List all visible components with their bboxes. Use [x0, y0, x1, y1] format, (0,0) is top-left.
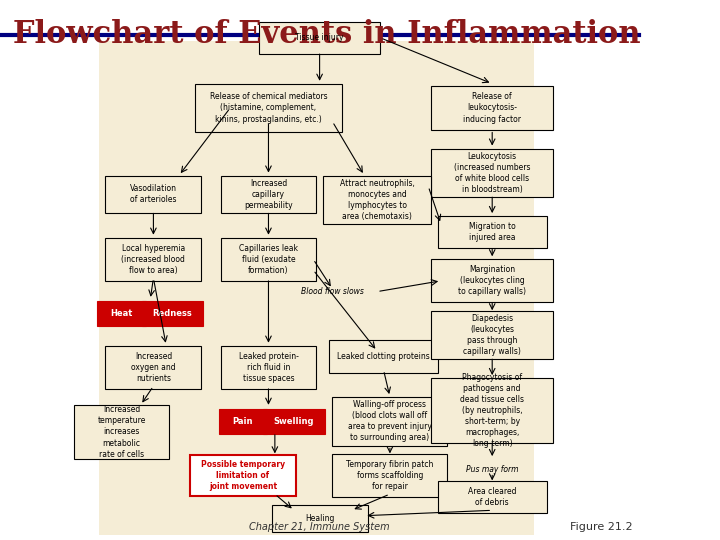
Text: Redness: Redness — [153, 309, 192, 318]
FancyBboxPatch shape — [105, 346, 202, 389]
FancyBboxPatch shape — [438, 216, 546, 248]
Text: Pain: Pain — [233, 417, 253, 426]
FancyBboxPatch shape — [431, 86, 553, 130]
FancyBboxPatch shape — [431, 259, 553, 302]
FancyBboxPatch shape — [431, 148, 553, 197]
Text: Healing: Healing — [305, 514, 334, 523]
FancyBboxPatch shape — [438, 481, 546, 513]
Text: Heat: Heat — [110, 309, 132, 318]
FancyBboxPatch shape — [219, 409, 267, 434]
FancyBboxPatch shape — [105, 238, 202, 281]
FancyBboxPatch shape — [271, 505, 367, 532]
FancyBboxPatch shape — [73, 405, 169, 459]
Text: Chapter 21, Immune System: Chapter 21, Immune System — [249, 522, 390, 532]
Text: Release of chemical mediators
(histamine, complement,
kinins, prostaglandins, et: Release of chemical mediators (histamine… — [210, 92, 328, 124]
FancyBboxPatch shape — [333, 397, 447, 445]
Text: Leaked clotting proteins: Leaked clotting proteins — [337, 352, 430, 361]
Text: Leukocytosis
(increased numbers
of white blood cells
in bloodstream): Leukocytosis (increased numbers of white… — [454, 152, 531, 194]
Text: Phagocytosis of
pathogens and
dead tissue cells
(by neutrophils,
short-term; by
: Phagocytosis of pathogens and dead tissu… — [460, 373, 524, 448]
FancyBboxPatch shape — [220, 346, 316, 389]
Text: Blood flow slows: Blood flow slows — [301, 287, 364, 296]
Text: Figure 21.2: Figure 21.2 — [570, 522, 633, 532]
Text: Margination
(leukocytes cling
to capillary walls): Margination (leukocytes cling to capilla… — [458, 265, 526, 296]
Text: Pus may form: Pus may form — [466, 465, 518, 474]
Text: Increased
capillary
permeability: Increased capillary permeability — [244, 179, 293, 210]
FancyBboxPatch shape — [431, 310, 553, 359]
Text: Flowchart of Events in Inflammation: Flowchart of Events in Inflammation — [13, 19, 640, 50]
Text: Temporary fibrin patch
forms scaffolding
for repair: Temporary fibrin patch forms scaffolding… — [346, 460, 433, 491]
Text: Area cleared
of debris: Area cleared of debris — [468, 487, 516, 507]
Text: Capillaries leak
fluid (exudate
formation): Capillaries leak fluid (exudate formatio… — [239, 244, 298, 275]
FancyBboxPatch shape — [97, 301, 145, 326]
FancyBboxPatch shape — [195, 84, 342, 132]
FancyBboxPatch shape — [105, 176, 202, 213]
FancyBboxPatch shape — [190, 455, 296, 496]
Text: Increased
oxygen and
nutrients: Increased oxygen and nutrients — [131, 352, 176, 383]
FancyBboxPatch shape — [142, 301, 203, 326]
Text: Leaked protein-
rich fluid in
tissue spaces: Leaked protein- rich fluid in tissue spa… — [238, 352, 298, 383]
Text: Increased
temperature
increases
metabolic
rate of cells: Increased temperature increases metaboli… — [97, 406, 145, 458]
Text: Attract neutrophils,
monocytes and
lymphocytes to
area (chemotaxis): Attract neutrophils, monocytes and lymph… — [340, 179, 415, 221]
FancyBboxPatch shape — [220, 176, 316, 213]
Text: Swelling: Swelling — [274, 417, 315, 426]
Text: Vasodilation
of arterioles: Vasodilation of arterioles — [130, 184, 177, 205]
FancyBboxPatch shape — [431, 378, 553, 443]
Text: Diapedesis
(leukocytes
pass through
capillary walls): Diapedesis (leukocytes pass through capi… — [463, 314, 521, 356]
FancyBboxPatch shape — [264, 409, 325, 434]
FancyBboxPatch shape — [99, 40, 534, 535]
Text: Release of
leukocytosis-
inducing factor: Release of leukocytosis- inducing factor — [463, 92, 521, 124]
FancyBboxPatch shape — [333, 454, 447, 497]
Text: Walling-off process
(blood clots wall off
area to prevent injury
to surrounding : Walling-off process (blood clots wall of… — [348, 400, 432, 442]
Text: Possible temporary
limitation of
joint movement: Possible temporary limitation of joint m… — [201, 460, 285, 491]
FancyBboxPatch shape — [220, 238, 316, 281]
Text: Tissue injury: Tissue injury — [295, 33, 344, 42]
Text: Local hyperemia
(increased blood
flow to area): Local hyperemia (increased blood flow to… — [122, 244, 185, 275]
FancyBboxPatch shape — [323, 176, 431, 224]
Text: Migration to
injured area: Migration to injured area — [469, 222, 516, 242]
FancyBboxPatch shape — [329, 340, 438, 373]
FancyBboxPatch shape — [259, 22, 380, 54]
